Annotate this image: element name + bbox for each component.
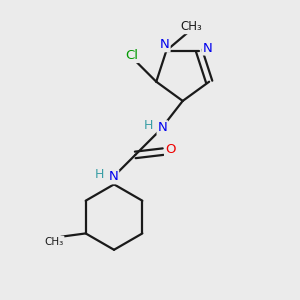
Text: O: O [165, 143, 175, 157]
Text: CH₃: CH₃ [44, 237, 64, 247]
Text: CH₃: CH₃ [180, 20, 202, 33]
Text: N: N [109, 170, 118, 183]
Text: H: H [94, 168, 104, 181]
Text: Cl: Cl [125, 49, 138, 62]
Text: N: N [202, 41, 212, 55]
Text: N: N [160, 38, 169, 51]
Text: N: N [158, 121, 167, 134]
Text: H: H [144, 119, 153, 132]
